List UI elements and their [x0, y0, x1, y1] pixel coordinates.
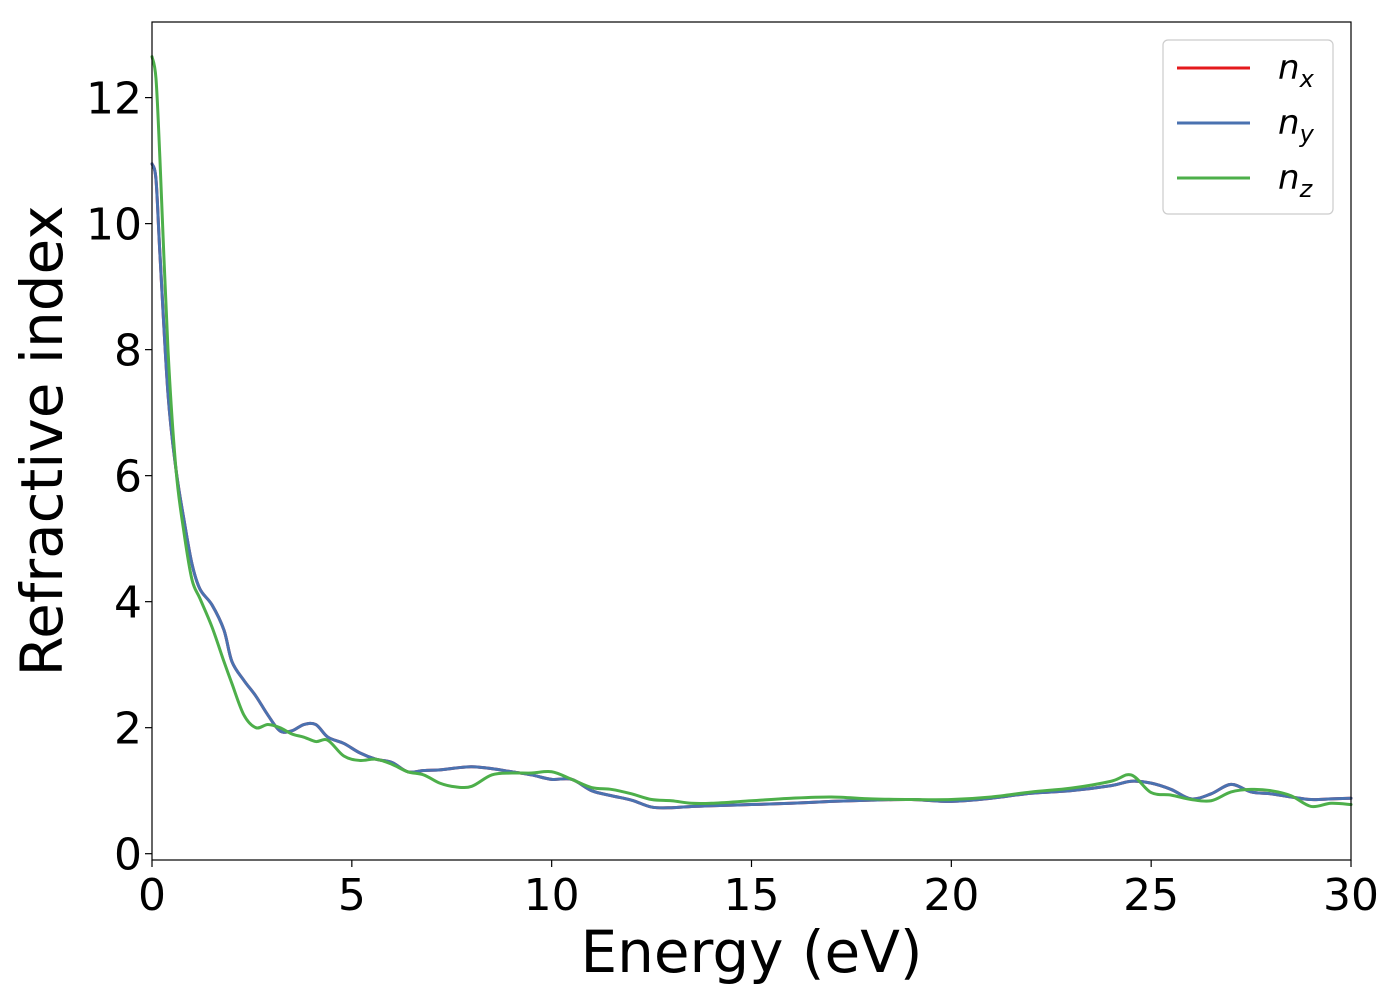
y-axis-title: Refractive index — [8, 205, 76, 676]
series-line-nz — [150, 55, 1353, 809]
y-tick-label: 12 — [86, 74, 142, 125]
y-tick-label: 10 — [86, 200, 142, 251]
legend-subscript: x — [1299, 65, 1315, 93]
legend-subscript: y — [1299, 120, 1315, 148]
x-tick-label: 25 — [1123, 870, 1179, 921]
y-tick-label: 4 — [114, 578, 142, 629]
legend-box — [1162, 39, 1334, 215]
y-tick-label: 8 — [114, 326, 142, 377]
x-axis-ticks: 0 5 10 15 20 25 30 — [138, 860, 1379, 921]
x-tick-label: 10 — [524, 870, 580, 921]
x-axis-title: Energy (eV) — [580, 918, 922, 986]
legend-subscript: z — [1299, 175, 1314, 203]
y-axis-ticks: 0 2 4 6 8 10 12 — [86, 74, 152, 881]
y-tick-label: 6 — [114, 452, 142, 503]
x-tick-label: 5 — [338, 870, 366, 921]
series-line-ny — [150, 162, 1353, 810]
series-layer — [150, 55, 1353, 810]
x-tick-label: 0 — [138, 870, 166, 921]
y-tick-label: 2 — [114, 704, 142, 755]
x-tick-label: 30 — [1323, 870, 1379, 921]
x-tick-label: 20 — [923, 870, 979, 921]
y-tick-label: 0 — [114, 830, 142, 881]
x-tick-label: 15 — [724, 870, 780, 921]
